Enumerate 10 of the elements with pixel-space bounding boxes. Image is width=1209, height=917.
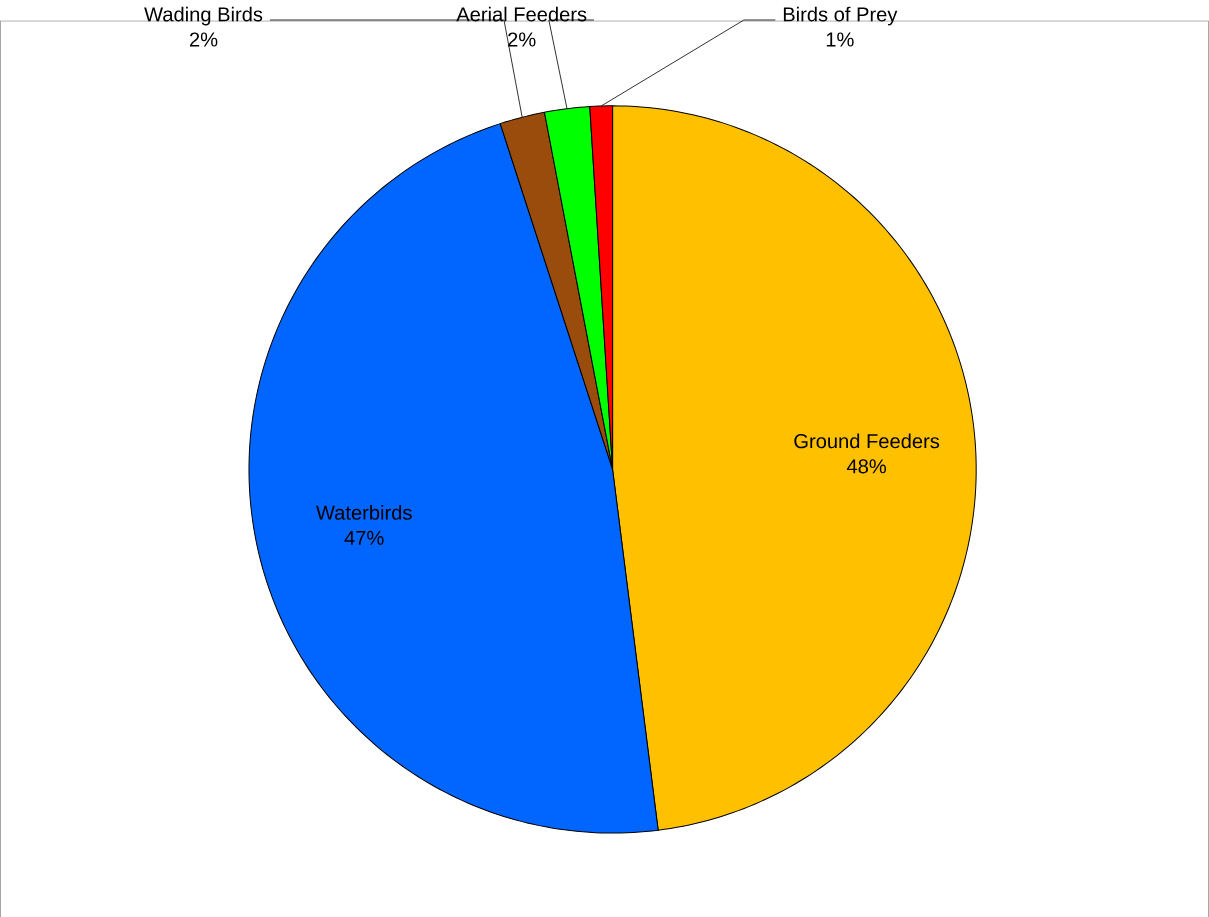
slice-label: Wading Birds [144, 6, 263, 26]
data-label: 2% [508, 32, 536, 47]
slice-label: Birds of Prey [783, 6, 898, 26]
slice-label: Ground Feeders [794, 433, 940, 449]
data-label: 1% [826, 32, 854, 47]
data-label: 47% [344, 530, 384, 545]
data-label: 48% [846, 459, 887, 474]
slice-label: Waterbirds [316, 504, 412, 520]
slice-label: Aerial Feeders [456, 6, 587, 22]
data-label: 2% [189, 32, 218, 47]
